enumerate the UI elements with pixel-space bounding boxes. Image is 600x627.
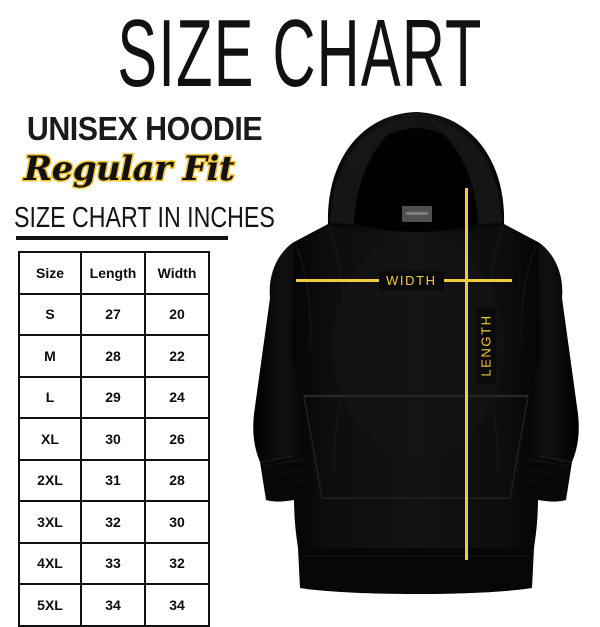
cell-size: M [18, 334, 82, 378]
page-title: SIZE CHART [117, 0, 483, 107]
table-row: 5XL 34 34 [18, 583, 210, 627]
table-row: S 27 20 [18, 292, 210, 336]
cell-length: 29 [80, 375, 146, 419]
cell-length: 27 [80, 292, 146, 336]
cell-length: 31 [80, 458, 146, 502]
hoodie-product-image [232, 96, 600, 600]
cell-size: XL [18, 417, 82, 461]
table-row: M 28 22 [18, 334, 210, 378]
column-header-size: Size [18, 251, 82, 295]
cell-width: 24 [144, 375, 210, 419]
cell-length: 30 [80, 417, 146, 461]
units-heading: SIZE CHART IN INCHES [14, 202, 275, 234]
table-row: L 29 24 [18, 375, 210, 419]
table-row: 4XL 33 32 [18, 541, 210, 585]
cell-width: 30 [144, 500, 210, 544]
cell-length: 32 [80, 500, 146, 544]
column-header-width: Width [144, 251, 210, 295]
cell-size: 4XL [18, 541, 82, 585]
cell-size: 3XL [18, 500, 82, 544]
fit-heading: Regular Fit [22, 148, 236, 191]
cell-size: L [18, 375, 82, 419]
cell-width: 28 [144, 458, 210, 502]
table-row: 2XL 31 28 [18, 458, 210, 502]
column-header-length: Length [80, 251, 146, 295]
cell-length: 28 [80, 334, 146, 378]
cell-length: 34 [80, 583, 146, 627]
cell-size: 5XL [18, 583, 82, 627]
cell-width: 20 [144, 292, 210, 336]
cell-size: S [18, 292, 82, 336]
cell-width: 32 [144, 541, 210, 585]
cell-length: 33 [80, 541, 146, 585]
table-header-row: Size Length Width [18, 251, 210, 295]
cell-size: 2XL [18, 458, 82, 502]
table-row: XL 30 26 [18, 417, 210, 461]
cell-width: 22 [144, 334, 210, 378]
table-row: 3XL 32 30 [18, 500, 210, 544]
cell-width: 26 [144, 417, 210, 461]
size-chart-table: Size Length Width S 27 20 M 28 22 L 29 2… [18, 251, 210, 627]
cell-width: 34 [144, 583, 210, 627]
units-heading-underline [16, 236, 228, 240]
product-heading: UNISEX HOODIE [26, 110, 263, 147]
